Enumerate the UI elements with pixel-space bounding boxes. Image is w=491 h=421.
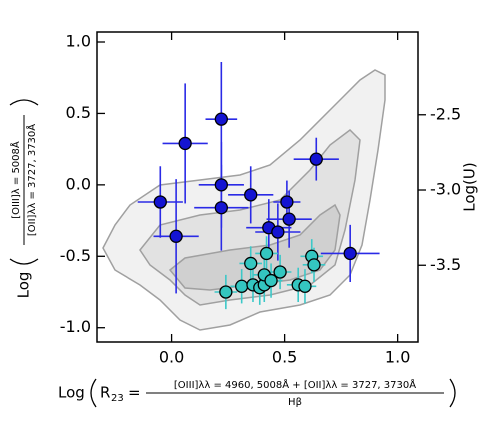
point — [244, 256, 258, 271]
x-label-prefix: Log — [58, 384, 85, 402]
x-tick-label: 0.5 — [272, 348, 297, 367]
plot-frame — [96, 31, 419, 343]
paren — [90, 378, 97, 408]
y2-tick-label: -2.5 — [430, 104, 461, 123]
paren — [449, 378, 456, 408]
point — [214, 112, 228, 126]
x-label-symbol: R — [100, 384, 110, 402]
x-tick-label: 0.0 — [159, 348, 184, 367]
point — [219, 285, 233, 299]
point — [309, 152, 323, 166]
paren — [9, 258, 39, 265]
point — [178, 136, 192, 151]
point — [264, 273, 278, 288]
point — [271, 225, 285, 239]
y-tick-label: 1.0 — [66, 32, 91, 51]
y2-tick-label: -3.0 — [430, 180, 461, 199]
y2-axis-label: Log(U) — [461, 162, 479, 211]
point — [214, 178, 228, 192]
y-axis-label: Log [OIII]λ = 5008Å [OII]λλ = 3727, 3730… — [9, 99, 39, 299]
x-label-numerator: [OIII]λλ = 4960, 5008Å + [OII]λλ = 3727,… — [174, 378, 416, 391]
point — [214, 201, 228, 215]
point — [273, 265, 287, 279]
y-label-denominator: [OII]λλ = 3727, 3730Å — [25, 124, 38, 236]
point — [235, 279, 249, 293]
point — [244, 188, 258, 202]
y-tick-label: 0.5 — [66, 103, 91, 122]
paren — [9, 99, 39, 106]
x-tick-label: 1.0 — [385, 348, 410, 367]
y-tick-label: -0.5 — [60, 246, 91, 265]
y-label-numerator: [OIII]λ = 5008Å — [9, 141, 22, 219]
point — [169, 229, 183, 243]
point — [259, 246, 274, 261]
y-tick-label: -1.0 — [60, 317, 91, 336]
point — [298, 279, 312, 293]
point — [307, 258, 321, 272]
y2-tick-label: -3.5 — [430, 255, 461, 274]
point — [343, 246, 357, 261]
point — [280, 195, 294, 209]
x-axis-label: Log R 23 = [OIII]λλ = 4960, 5008Å + [OII… — [58, 378, 456, 408]
x-label-equals: = — [128, 384, 141, 402]
x-label-denominator: Hβ — [288, 397, 302, 408]
point — [282, 212, 296, 226]
y-tick-label: 0.0 — [66, 174, 91, 193]
point — [153, 195, 167, 209]
y-label-prefix: Log — [15, 272, 33, 299]
x-label-subscript: 23 — [111, 393, 124, 404]
